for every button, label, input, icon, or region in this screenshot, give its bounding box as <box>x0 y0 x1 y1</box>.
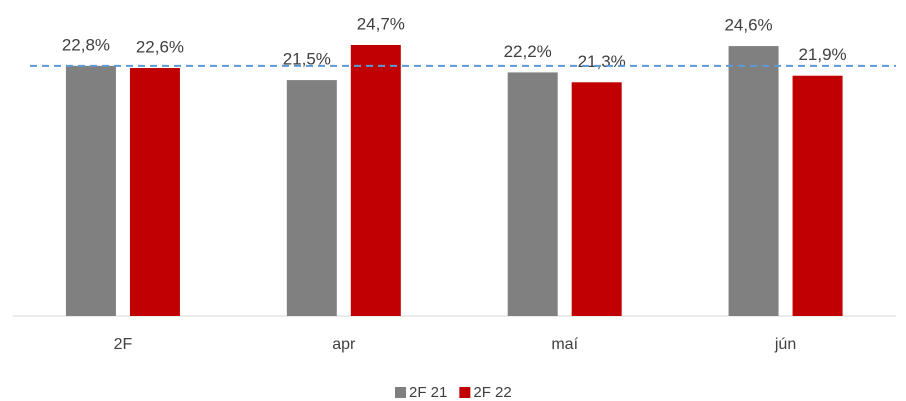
bar <box>728 46 779 316</box>
bar <box>792 75 843 316</box>
legend-label: 2F 21 <box>409 384 447 401</box>
data-label: 22,8% <box>62 35 110 54</box>
data-label: 21,3% <box>578 52 626 71</box>
bar <box>65 65 116 316</box>
x-tick-label: 2F <box>114 336 133 353</box>
bar <box>571 82 622 317</box>
bar <box>286 80 337 316</box>
data-label: 24,6% <box>724 16 772 35</box>
legend-swatch <box>395 387 406 398</box>
x-tick-label: apr <box>332 336 356 353</box>
legend-swatch <box>459 387 471 398</box>
data-label: 22,2% <box>504 42 552 61</box>
x-tick-label: jún <box>774 336 796 353</box>
data-label: 21,5% <box>283 50 331 69</box>
bar <box>507 72 558 317</box>
data-label: 22,6% <box>136 38 184 57</box>
data-label: 24,7% <box>357 14 405 33</box>
bar <box>350 44 401 316</box>
bar <box>129 68 180 317</box>
x-tick-label: maí <box>551 336 578 353</box>
legend-label: 2F 22 <box>473 384 511 401</box>
data-label: 21,9% <box>798 45 846 64</box>
